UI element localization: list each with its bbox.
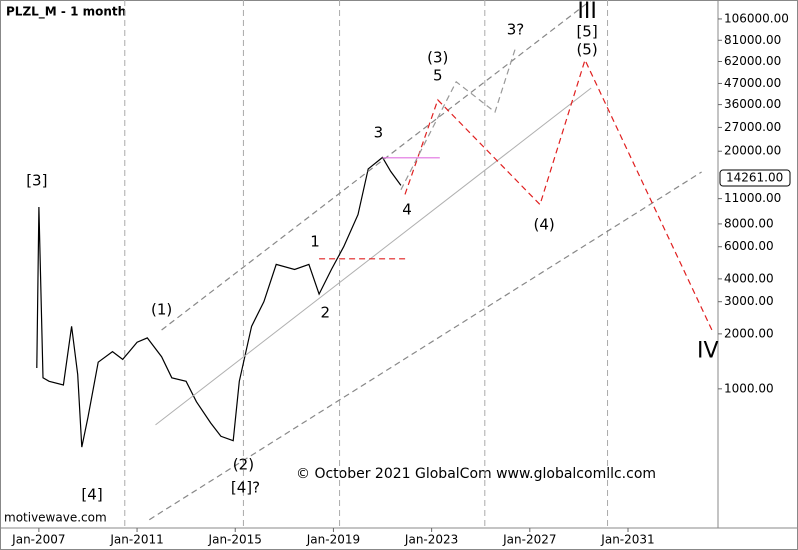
y-tick-label: 81000.00 — [724, 33, 781, 47]
price-line — [36, 156, 402, 448]
wave-label: (3) — [427, 48, 448, 66]
x-tick-label: Jan-2007 — [11, 533, 65, 547]
last-price-label: 14261.00 — [726, 171, 783, 185]
x-tick-label: Jan-2027 — [502, 533, 556, 547]
y-tick-label: 8000.00 — [724, 216, 774, 230]
price-line — [148, 171, 702, 521]
wave-label: (2) — [233, 455, 254, 473]
wave-label: 1 — [310, 232, 320, 250]
y-tick-label: 6000.00 — [724, 239, 774, 253]
wave-label: 5 — [433, 66, 443, 84]
y-tick-label: 1000.00 — [724, 381, 774, 395]
wave-label: [5] — [576, 22, 597, 40]
wave-label: [4] — [81, 485, 102, 503]
wave-label: 4 — [402, 201, 412, 219]
wave-label: 3 — [374, 123, 384, 141]
last-price-box — [719, 169, 791, 187]
x-tick-label: Jan-2031 — [600, 533, 654, 547]
x-tick-label: Jan-2015 — [208, 533, 262, 547]
wave-label: III — [577, 0, 596, 24]
wave-label: [3] — [26, 171, 47, 189]
y-tick-label: 62000.00 — [724, 54, 781, 68]
wave-label: IV — [697, 339, 719, 364]
y-tick-label: 3000.00 — [724, 294, 774, 308]
y-tick-label: 27000.00 — [724, 120, 781, 134]
wave-label: 2 — [320, 304, 330, 322]
y-tick-label: 36000.00 — [724, 97, 781, 111]
y-tick-label: 4000.00 — [724, 271, 774, 285]
x-tick-label: Jan-2011 — [109, 533, 163, 547]
price-line — [155, 87, 592, 426]
chart-title: PLZL_M - 1 month — [6, 5, 126, 20]
wave-label: 3? — [507, 20, 525, 38]
x-tick-label: Jan-2019 — [306, 533, 360, 547]
y-tick-label: 106000.00 — [724, 11, 789, 25]
wave-label: [4]? — [231, 478, 260, 496]
source: motivewave.com — [4, 511, 107, 525]
price-line — [400, 47, 517, 191]
wave-label: (4) — [534, 215, 555, 233]
wave-label: (1) — [151, 301, 172, 319]
y-tick-label: 2000.00 — [724, 326, 774, 340]
y-tick-label: 11000.00 — [724, 191, 781, 205]
y-tick-label: 20000.00 — [724, 144, 781, 158]
wave-label: (5) — [576, 41, 597, 59]
y-tick-label: 47000.00 — [724, 76, 781, 90]
copyright: © October 2021 GlobalCom www.globalcomll… — [296, 466, 656, 482]
price-line — [161, 0, 592, 331]
x-tick-label: Jan-2023 — [404, 533, 458, 547]
